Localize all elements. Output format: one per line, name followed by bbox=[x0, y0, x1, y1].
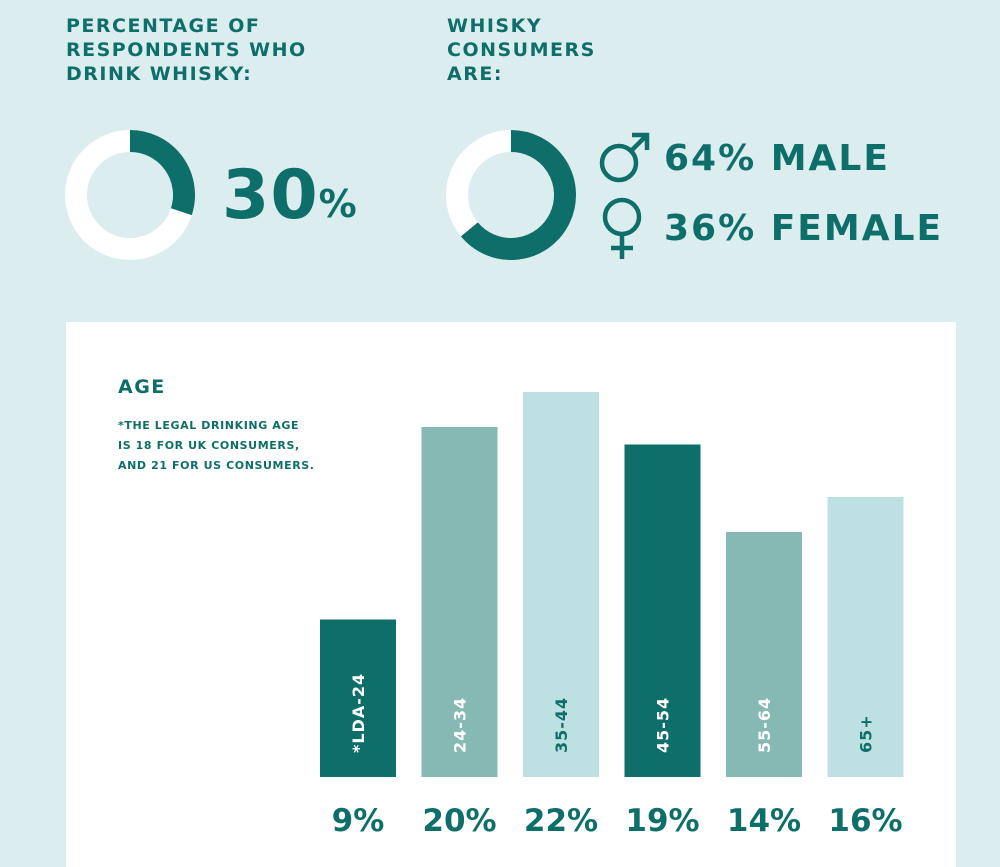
age-bar bbox=[827, 497, 904, 777]
age-value-label: 19% bbox=[625, 803, 699, 839]
age-bar bbox=[523, 392, 599, 777]
male-row: 64% MALE bbox=[598, 130, 890, 186]
age-value-label: 20% bbox=[422, 803, 496, 839]
age-panel: AGE *THE LEGAL DRINKING AGE IS 18 FOR UK… bbox=[66, 322, 956, 867]
drinkers-percentage-sign: % bbox=[318, 182, 358, 226]
age-value-label: 16% bbox=[828, 803, 902, 839]
age-category-label: 55-64 bbox=[755, 697, 774, 753]
age-bar bbox=[624, 444, 701, 777]
drinkers-percentage-number: 30 bbox=[222, 156, 319, 235]
age-bar-chart: *LDA-24 9% 24-34 20% 35-44 22% 45-54 19% 55-64 14… bbox=[320, 392, 904, 839]
age-bar bbox=[726, 532, 802, 777]
age-category-label: 65+ bbox=[857, 714, 876, 753]
consumers-heading: WHISKY CONSUMERS ARE: bbox=[447, 15, 596, 85]
gender-donut bbox=[446, 130, 576, 260]
female-row: 36% FEMALE bbox=[598, 195, 943, 261]
drinkers-percentage: 30% bbox=[222, 160, 358, 232]
age-value-label: 22% bbox=[524, 803, 598, 839]
drinkers-donut-arc bbox=[129, 130, 195, 216]
female-label: 36% FEMALE bbox=[664, 207, 944, 249]
age-category-label: *LDA-24 bbox=[349, 673, 368, 753]
age-category-label: 45-54 bbox=[654, 697, 673, 753]
age-category-label: 24-34 bbox=[451, 697, 470, 753]
male-label: 64% MALE bbox=[664, 137, 890, 179]
female-symbol-icon bbox=[602, 197, 642, 259]
age-value-label: 9% bbox=[332, 803, 385, 839]
age-bar bbox=[421, 427, 498, 777]
gender-donut-arc bbox=[460, 130, 576, 260]
drinkers-donut bbox=[65, 130, 195, 260]
drinkers-heading: PERCENTAGE OF RESPONDENTS WHO DRINK WHIS… bbox=[66, 15, 307, 85]
age-category-label: 35-44 bbox=[552, 697, 571, 753]
male-symbol-icon bbox=[599, 132, 650, 183]
legal-drinking-age-note: *THE LEGAL DRINKING AGE IS 18 FOR UK CON… bbox=[118, 419, 315, 472]
age-chart-title: AGE bbox=[118, 376, 166, 398]
age-value-label: 14% bbox=[727, 803, 801, 839]
age-bar bbox=[320, 619, 396, 777]
